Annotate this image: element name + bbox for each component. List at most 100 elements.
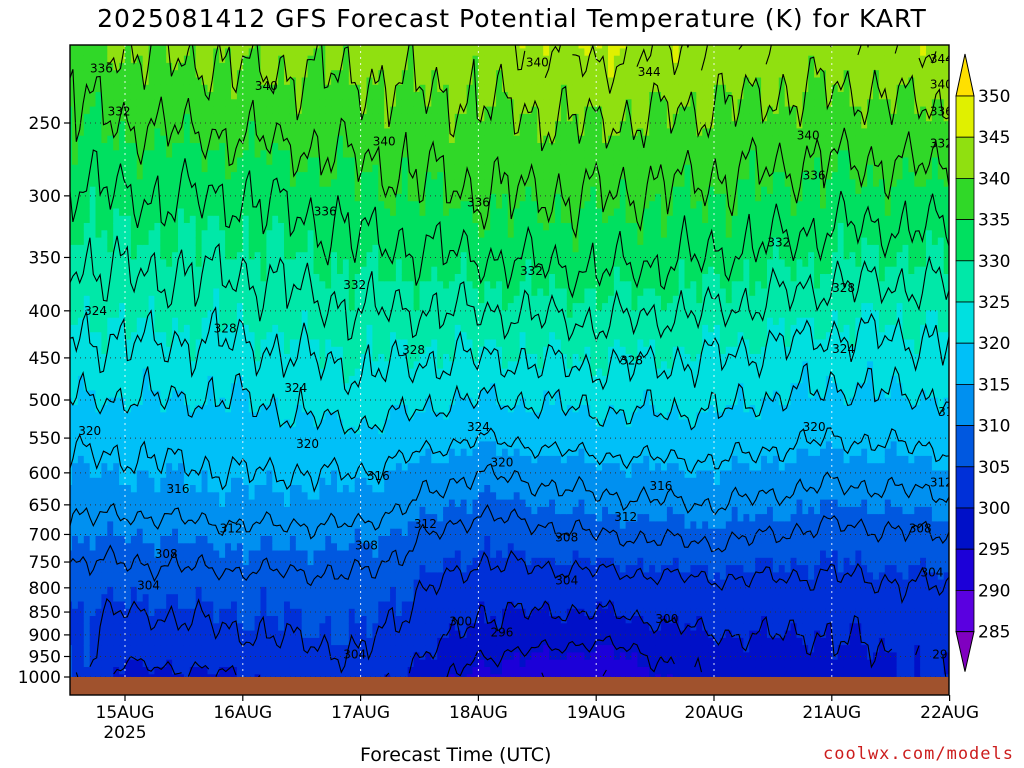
field-cell bbox=[266, 470, 273, 479]
field-cell bbox=[266, 34, 273, 42]
field-cell bbox=[307, 346, 315, 355]
field-cell bbox=[236, 550, 244, 559]
field-cell bbox=[266, 77, 273, 86]
field-cell bbox=[183, 375, 191, 384]
field-cell bbox=[101, 172, 108, 180]
field-cell bbox=[319, 92, 326, 100]
field-cell bbox=[278, 594, 285, 603]
field-cell bbox=[266, 565, 273, 573]
field-cell bbox=[189, 412, 197, 421]
field-cell bbox=[278, 645, 285, 653]
field-cell bbox=[289, 55, 297, 64]
field-cell bbox=[289, 572, 297, 581]
field-cell bbox=[360, 70, 368, 79]
field-cell bbox=[189, 455, 197, 464]
field-cell bbox=[107, 485, 114, 493]
field-cell bbox=[101, 630, 108, 639]
field-cell bbox=[354, 324, 362, 333]
field-cell bbox=[272, 259, 279, 268]
field-cell bbox=[201, 550, 209, 559]
field-cell bbox=[172, 346, 179, 355]
field-cell bbox=[89, 274, 97, 282]
field-cell bbox=[360, 45, 368, 49]
field-cell bbox=[83, 667, 91, 675]
field-cell bbox=[331, 244, 338, 253]
field-cell bbox=[360, 616, 368, 624]
field-cell bbox=[136, 645, 144, 653]
field-cell bbox=[183, 172, 191, 180]
field-cell bbox=[360, 259, 368, 268]
field-cell bbox=[254, 499, 262, 508]
field-cell bbox=[242, 157, 250, 166]
field-cell bbox=[348, 215, 356, 224]
field-cell bbox=[366, 157, 373, 166]
field-cell bbox=[95, 565, 102, 573]
field-cell bbox=[201, 339, 209, 348]
field-cell bbox=[236, 92, 244, 100]
field-cell bbox=[272, 455, 279, 464]
field-cell bbox=[148, 157, 156, 166]
field-cell bbox=[254, 252, 262, 261]
field-cell bbox=[254, 186, 262, 195]
field-cell bbox=[378, 128, 385, 137]
field-cell bbox=[254, 652, 262, 661]
field-cell bbox=[213, 55, 220, 64]
field-cell bbox=[166, 630, 173, 639]
field-cell bbox=[136, 259, 144, 268]
field-cell bbox=[295, 375, 303, 384]
field-cell bbox=[219, 113, 226, 122]
field-cell bbox=[166, 434, 173, 442]
field-cell bbox=[266, 55, 273, 64]
field-cell bbox=[236, 463, 244, 472]
field-cell bbox=[319, 557, 326, 566]
field-cell bbox=[289, 274, 297, 282]
field-cell bbox=[83, 215, 91, 224]
field-cell bbox=[154, 128, 161, 137]
field-cell bbox=[278, 586, 285, 595]
field-cell bbox=[219, 208, 226, 217]
field-cell bbox=[213, 361, 220, 370]
field-cell bbox=[360, 586, 368, 595]
field-cell bbox=[266, 572, 273, 581]
field-cell bbox=[295, 354, 303, 362]
field-cell bbox=[325, 70, 332, 79]
field-cell bbox=[195, 375, 203, 384]
field-cell bbox=[319, 295, 326, 304]
field-cell bbox=[366, 201, 373, 210]
field-cell bbox=[130, 237, 138, 246]
field-cell bbox=[113, 230, 120, 239]
field-cell bbox=[119, 412, 126, 421]
field-cell bbox=[178, 99, 185, 108]
field-cell bbox=[207, 157, 214, 166]
field-cell bbox=[130, 630, 138, 639]
field-cell bbox=[183, 499, 191, 508]
field-cell bbox=[130, 506, 138, 515]
field-cell bbox=[337, 48, 344, 57]
field-cell bbox=[72, 455, 79, 464]
field-cell bbox=[248, 48, 256, 57]
field-cell bbox=[242, 113, 250, 122]
field-cell bbox=[160, 77, 167, 86]
field-cell bbox=[113, 201, 120, 210]
field-cell bbox=[231, 608, 238, 617]
field-cell bbox=[331, 113, 338, 122]
field-cell bbox=[360, 557, 368, 566]
field-cell bbox=[183, 346, 191, 355]
field-cell bbox=[107, 623, 114, 632]
field-cell bbox=[119, 186, 126, 195]
field-cell bbox=[366, 45, 373, 49]
field-cell bbox=[89, 346, 97, 355]
field-cell bbox=[72, 193, 79, 202]
field-cell bbox=[154, 99, 161, 108]
field-cell bbox=[307, 594, 315, 603]
field-cell bbox=[236, 244, 244, 253]
field-cell bbox=[354, 506, 362, 515]
field-cell bbox=[160, 557, 167, 566]
field-cell bbox=[236, 499, 244, 508]
field-cell bbox=[136, 667, 144, 675]
field-cell bbox=[201, 630, 209, 639]
field-cell bbox=[195, 143, 203, 151]
field-cell bbox=[130, 244, 138, 253]
field-cell bbox=[130, 521, 138, 530]
field-cell bbox=[172, 179, 179, 188]
